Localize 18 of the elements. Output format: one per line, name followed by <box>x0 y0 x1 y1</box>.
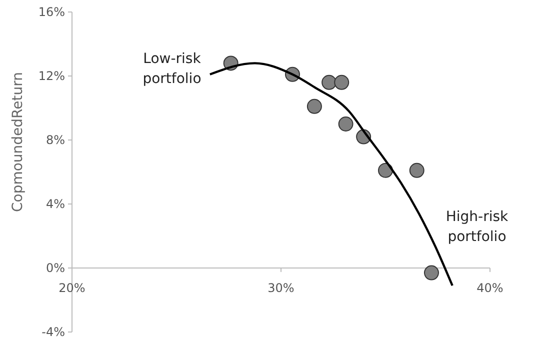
point <box>306 98 322 114</box>
point <box>322 74 337 90</box>
x-tick-label: 20% <box>58 281 86 295</box>
y-tick-label: -4% <box>42 325 65 340</box>
annotation: Low-risk portfolio <box>142 50 202 87</box>
point <box>409 162 424 178</box>
y-tick-label: 4% <box>46 197 65 212</box>
y-tick-label: 8% <box>46 133 65 148</box>
point <box>338 116 354 132</box>
y-tick-label: 0% <box>46 261 65 276</box>
y-tick-label: 12% <box>38 69 65 84</box>
x-tick-label: 30% <box>268 281 294 295</box>
y-axis-title: CopmoundedReturn <box>10 72 26 212</box>
point <box>334 74 350 90</box>
annotation: High-risk portfolio <box>446 208 510 245</box>
x-tick-label: 40% <box>476 281 504 295</box>
y-tick-label: 16% <box>38 5 65 20</box>
point <box>424 265 439 280</box>
